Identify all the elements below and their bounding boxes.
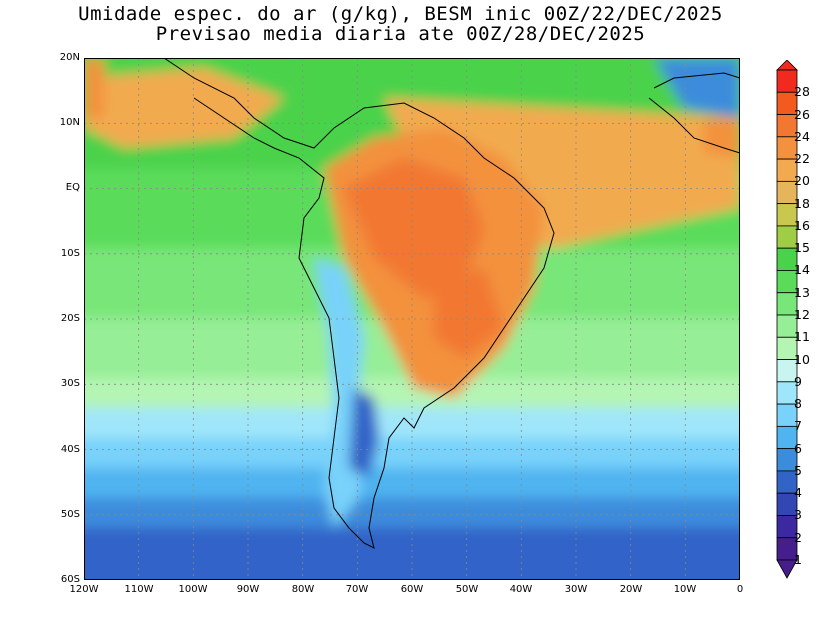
colorbar-top-arrow bbox=[776, 60, 798, 71]
colorbar-label: 1 bbox=[794, 552, 802, 567]
colorbar bbox=[776, 60, 798, 579]
lon-label: 60W bbox=[400, 584, 424, 595]
lat-label: 20S bbox=[60, 313, 80, 324]
lat-label: 20N bbox=[59, 52, 80, 63]
lat-label: 10S bbox=[60, 248, 80, 259]
colorbar-label: 2 bbox=[794, 529, 802, 545]
colorbar-label: 12 bbox=[794, 307, 810, 322]
humidity-map bbox=[84, 58, 740, 580]
lon-label: 50W bbox=[455, 584, 479, 595]
coastlines bbox=[163, 58, 740, 549]
colorbar-label: 24 bbox=[794, 128, 810, 144]
colorbar-label: 14 bbox=[794, 262, 810, 278]
lon-label: 90W bbox=[236, 584, 260, 595]
lon-label: 20W bbox=[619, 584, 643, 595]
lon-label: 10W bbox=[673, 584, 697, 595]
colorbar-label: 11 bbox=[794, 329, 810, 345]
colorbar-label: 3 bbox=[794, 507, 802, 523]
colorbar-label: 16 bbox=[794, 217, 810, 233]
colorbar-label: 20 bbox=[794, 173, 810, 189]
colorbar-label: 15 bbox=[794, 240, 810, 256]
lat-label: 30S bbox=[60, 378, 80, 389]
lon-label: 40W bbox=[509, 584, 533, 595]
colorbar-label: 13 bbox=[794, 284, 810, 300]
gridlines bbox=[84, 58, 740, 580]
colorbar-label: 4 bbox=[794, 485, 802, 501]
colorbar-label: 22 bbox=[794, 151, 810, 167]
lon-label: 0 bbox=[736, 584, 744, 595]
colorbar-label: 28 bbox=[794, 84, 810, 100]
title-line-2: Previsao media diaria ate 00Z/28/DEC/202… bbox=[155, 23, 646, 45]
lon-label: 100W bbox=[178, 584, 208, 595]
lon-label: 110W bbox=[124, 584, 154, 595]
lon-label: 70W bbox=[345, 584, 369, 595]
colorbar-label: 10 bbox=[794, 351, 810, 367]
colorbar-bottom-arrow bbox=[776, 559, 798, 579]
colorbar-label: 18 bbox=[794, 195, 810, 211]
colorbar-label: 26 bbox=[794, 106, 810, 122]
lat-label: 50S bbox=[60, 509, 80, 520]
lon-label: 80W bbox=[291, 584, 315, 595]
colorbar-label: 9 bbox=[794, 373, 802, 389]
lat-label: 60S bbox=[60, 574, 80, 585]
colorbar-label: 5 bbox=[794, 462, 802, 478]
lat-label: EQ bbox=[65, 182, 80, 193]
colorbar-label: 6 bbox=[794, 440, 802, 456]
lon-label: 120W bbox=[69, 584, 99, 595]
lon-label: 30W bbox=[564, 584, 588, 595]
title-line-1: Umidade espec. do ar (g/kg), BESM inic 0… bbox=[78, 3, 723, 25]
lat-label: 40S bbox=[60, 444, 80, 455]
colorbar-label: 7 bbox=[794, 418, 802, 434]
colorbar-label: 8 bbox=[794, 396, 802, 412]
lat-label: 10N bbox=[59, 117, 80, 128]
